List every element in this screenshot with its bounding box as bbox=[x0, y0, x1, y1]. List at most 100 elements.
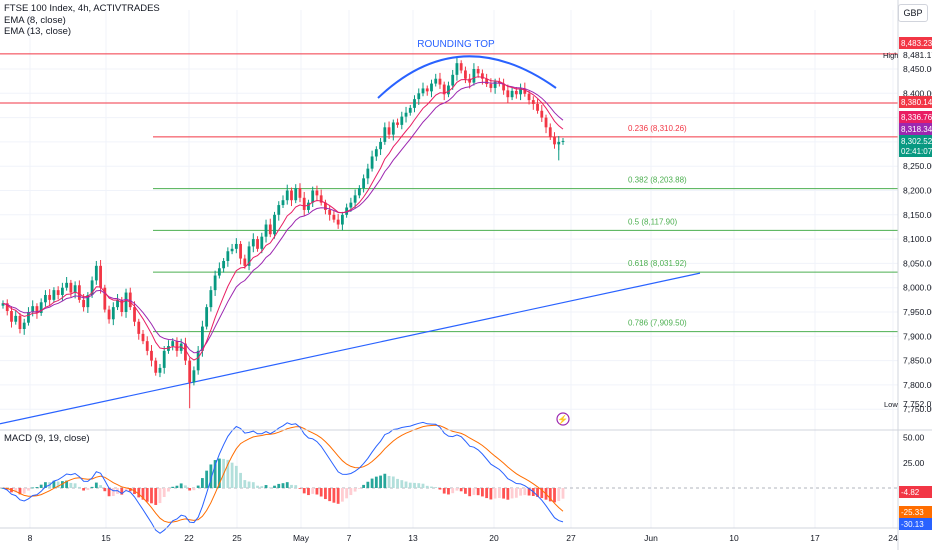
uptrend-line bbox=[0, 272, 701, 425]
candle bbox=[417, 93, 421, 100]
y-tick-label: 8,400.00 bbox=[903, 88, 932, 98]
candle bbox=[196, 350, 200, 371]
macd-histogram-bar bbox=[56, 481, 60, 488]
candle bbox=[451, 74, 455, 86]
macd-histogram-bar bbox=[328, 488, 332, 502]
macd-histogram-bar bbox=[366, 481, 370, 488]
candle bbox=[243, 258, 247, 266]
macd-legend[interactable]: MACD (9, 19, close) bbox=[4, 433, 90, 444]
macd-histogram-bar bbox=[200, 478, 204, 488]
fib-levels: 0.236 (8,310.26) 0.382 (8,203.88) 0.5 (8,1… bbox=[0, 53, 898, 333]
candle bbox=[31, 306, 35, 312]
candle bbox=[192, 370, 196, 383]
candle bbox=[107, 309, 111, 320]
candle bbox=[447, 85, 450, 95]
candle bbox=[315, 190, 319, 196]
macd-histogram-bar bbox=[514, 488, 518, 498]
price-tag bbox=[899, 37, 932, 49]
macd-histogram-bar bbox=[459, 488, 463, 492]
ema8-line bbox=[2, 76, 564, 361]
candle bbox=[514, 90, 518, 95]
macd-histogram-bar bbox=[22, 488, 26, 494]
macd-histogram-bar bbox=[396, 478, 399, 488]
macd-histogram-bar bbox=[362, 484, 366, 488]
candle bbox=[523, 88, 527, 94]
price-tag bbox=[899, 135, 932, 147]
macd-histogram-bar bbox=[264, 485, 268, 488]
macd-histogram-bar bbox=[82, 488, 86, 491]
macd-y-tick-label: 25.00 bbox=[903, 458, 925, 468]
macd-histogram-bar bbox=[455, 488, 459, 491]
macd-histogram-bar bbox=[302, 488, 306, 494]
macd-histogram-bar bbox=[387, 475, 391, 488]
candle bbox=[10, 311, 13, 322]
macd-histogram-bar bbox=[111, 488, 115, 497]
currency-button[interactable]: GBP bbox=[898, 4, 928, 22]
candle bbox=[442, 84, 446, 95]
macd-value-tag bbox=[899, 506, 932, 518]
candle bbox=[353, 195, 357, 203]
candle bbox=[158, 367, 162, 373]
candle bbox=[502, 83, 506, 91]
macd-histogram-bar bbox=[150, 488, 153, 504]
price-tag-text: 8,336.76 bbox=[901, 113, 932, 122]
candle bbox=[298, 188, 302, 198]
legend: FTSE 100 Index, 4h, ACTIVTRADES EMA (8, … bbox=[4, 3, 160, 38]
lightning-icon bbox=[556, 412, 570, 426]
candle bbox=[307, 202, 310, 210]
macd-histogram-bar bbox=[73, 483, 77, 488]
macd-histogram-bar bbox=[179, 483, 183, 488]
macd-histogram-bar bbox=[285, 482, 289, 488]
lightning-icon-glyph: ⚡ bbox=[557, 414, 568, 426]
macd-histogram-bar bbox=[205, 470, 209, 488]
candle bbox=[472, 69, 476, 83]
candle bbox=[69, 282, 73, 293]
candle bbox=[561, 140, 565, 142]
candle bbox=[124, 292, 128, 312]
candle bbox=[5, 303, 9, 312]
macd-histogram-bar bbox=[27, 488, 30, 491]
candle bbox=[111, 307, 115, 320]
price-tag bbox=[899, 145, 932, 157]
macd-histogram-bar bbox=[480, 488, 484, 497]
macd-histogram-bar bbox=[340, 488, 344, 502]
macd-histogram-bar bbox=[425, 485, 429, 488]
candle bbox=[311, 190, 315, 203]
candle bbox=[213, 275, 217, 291]
y-tick-label: 8,100.00 bbox=[903, 234, 932, 244]
macd-histogram-bar bbox=[52, 480, 56, 488]
candle bbox=[205, 307, 209, 327]
y-tick-label: 8,450.00 bbox=[903, 64, 932, 74]
price-tag bbox=[899, 123, 932, 135]
x-tick-label: Jun bbox=[644, 533, 658, 543]
macd-histogram-bar bbox=[69, 482, 73, 488]
x-tick-label: 25 bbox=[232, 533, 242, 543]
candle bbox=[162, 350, 166, 368]
candle bbox=[455, 63, 459, 75]
candle bbox=[506, 90, 510, 98]
candle bbox=[434, 78, 438, 84]
price-tag-text: 8,318.34 bbox=[901, 125, 932, 134]
macd-histogram-bar bbox=[345, 488, 349, 499]
macd-histogram-bar bbox=[307, 488, 310, 496]
candle bbox=[548, 127, 552, 138]
ema13-legend[interactable]: EMA (13, close) bbox=[4, 26, 72, 37]
macd-histogram-bar bbox=[124, 488, 128, 491]
macd-histogram-bar bbox=[349, 488, 353, 496]
macd-histogram-bar bbox=[468, 488, 472, 497]
grid bbox=[0, 10, 898, 528]
macd-histogram-bar bbox=[319, 488, 323, 497]
macd-histogram-bar bbox=[442, 488, 446, 494]
macd-histogram-bar bbox=[35, 487, 39, 488]
y-tick-label: 7,800.00 bbox=[903, 380, 932, 390]
macd-histogram-bar bbox=[476, 488, 480, 496]
candle bbox=[324, 202, 327, 210]
candle bbox=[222, 260, 226, 269]
macd-value-tag bbox=[899, 486, 932, 498]
ema8-legend[interactable]: EMA (8, close) bbox=[4, 14, 66, 26]
fib-label: 0.236 (8,310.26) bbox=[628, 124, 687, 133]
candle bbox=[464, 70, 467, 79]
x-tick-label: 15 bbox=[101, 533, 111, 543]
macd-histogram-bar bbox=[451, 488, 455, 494]
